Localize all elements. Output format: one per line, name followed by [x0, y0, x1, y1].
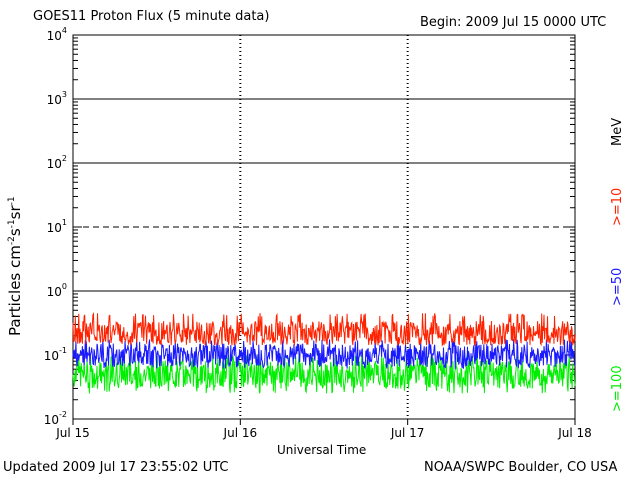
legend-ge10: >=10 — [610, 187, 625, 226]
begin-date: Begin: 2009 Jul 15 0000 UTC — [420, 15, 607, 30]
x-tick-label: Jul 16 — [223, 426, 258, 440]
x-tick-label: Jul 15 — [55, 426, 90, 440]
y-tick-label: 103 — [47, 90, 67, 107]
legend-unit: MeV — [610, 117, 625, 146]
y-tick-label: 100 — [47, 282, 67, 299]
updated-timestamp: Updated 2009 Jul 17 23:55:02 UTC — [3, 460, 229, 475]
y-tick-label: 104 — [47, 26, 67, 43]
credit-text: NOAA/SWPC Boulder, CO USA — [424, 460, 618, 475]
legend-ge50: >=50 — [610, 267, 625, 306]
series-ge10-line — [72, 311, 576, 347]
y-tick-label: 10-2 — [44, 410, 67, 427]
y-tick-label: 101 — [47, 218, 67, 235]
chart-title: GOES11 Proton Flux (5 minute data) — [33, 9, 270, 24]
x-axis-label: Universal Time — [277, 443, 367, 457]
y-axis-label: Particles cm-2s-1sr-1 — [6, 196, 24, 336]
x-tick-label: Jul 18 — [557, 426, 592, 440]
y-tick-label: 10-1 — [44, 346, 67, 363]
x-tick-label: Jul 17 — [390, 426, 425, 440]
y-tick-label: 102 — [47, 154, 67, 171]
legend-ge100: >=100 — [610, 365, 625, 412]
series-ge50-line — [72, 338, 576, 370]
